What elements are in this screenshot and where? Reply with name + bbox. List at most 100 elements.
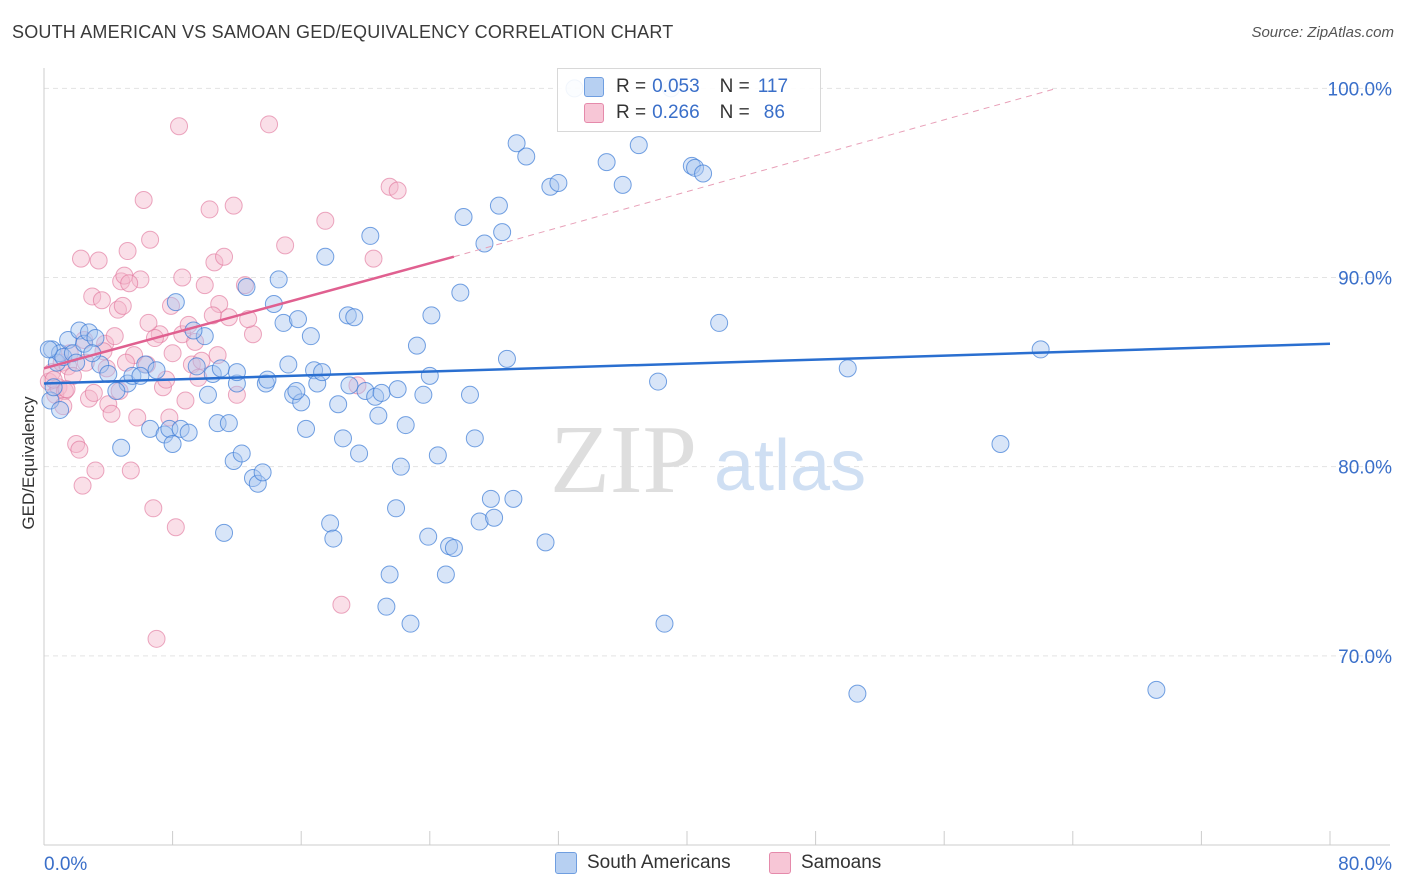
south-americans-point [292, 393, 311, 412]
legend-row-samoans: R = 0.266 N = 86 [584, 100, 785, 126]
legend-swatch-blue [555, 852, 577, 874]
watermark-zip: ZIP [550, 406, 697, 514]
south-americans-point [460, 385, 479, 404]
south-americans-point [517, 147, 536, 166]
south-americans-point [321, 514, 340, 533]
stats-legend: R = 0.053 N = 117 R = 0.266 N = 86 [557, 68, 821, 132]
samoans-point [116, 353, 135, 372]
south-americans-point [211, 359, 230, 378]
south-americans-point [597, 153, 616, 172]
south-americans-point [401, 614, 420, 633]
south-americans-point [465, 429, 484, 448]
south-americans-point [345, 308, 364, 327]
samoans-point [163, 344, 182, 363]
samoans-point [364, 249, 383, 268]
south-americans-point [350, 444, 369, 463]
south-americans-point [444, 539, 463, 558]
samoans-point [186, 332, 205, 351]
south-americans-point [187, 357, 206, 376]
samoans-point [92, 291, 111, 310]
samoans-point [84, 383, 103, 402]
samoans-point [83, 287, 102, 306]
legend-r-label: R = [616, 76, 647, 97]
legend-row-south-americans: R = 0.053 N = 117 [584, 74, 789, 100]
south-americans-point [107, 382, 126, 401]
south-americans-point [377, 597, 396, 616]
south-americans-point [44, 378, 63, 397]
south-americans-point [369, 406, 388, 425]
south-americans-point [380, 565, 399, 584]
south-americans-point [287, 382, 306, 401]
y-axis-label: GED/Equivalency [19, 396, 38, 530]
legend-r-value: 0.053 [652, 76, 700, 97]
samoans-point [102, 404, 121, 423]
south-americans-point [504, 489, 523, 508]
south-americans-point [613, 175, 632, 194]
samoans-point [195, 276, 214, 295]
south-americans-point [301, 327, 320, 346]
south-americans-point [1031, 340, 1050, 359]
south-americans-point [356, 382, 375, 401]
south-americans-point [41, 391, 60, 410]
samoans-point [170, 117, 189, 136]
south-americans-point [536, 533, 555, 552]
south-americans-point [340, 376, 359, 395]
samoans-point [388, 181, 407, 200]
south-americans-point [489, 196, 508, 215]
south-americans-point [391, 457, 410, 476]
samoans-point [73, 476, 92, 495]
legend-swatch-blue [584, 77, 604, 97]
south-americans-point [215, 523, 234, 542]
south-americans-point [493, 223, 512, 242]
samoans-point [192, 351, 211, 370]
south-americans-point [361, 226, 380, 245]
south-americans-point [694, 164, 713, 183]
south-americans-point [407, 336, 426, 355]
south-americans-point [274, 313, 293, 332]
south-americans-point [470, 512, 489, 531]
south-americans-point [248, 474, 267, 493]
samoans-point [71, 249, 90, 268]
samoans-point [173, 268, 192, 287]
legend-item-samoans[interactable]: Samoans [769, 852, 881, 874]
chart-title: SOUTH AMERICAN VS SAMOAN GED/EQUIVALENCY… [12, 22, 674, 42]
south-americans-point [848, 684, 867, 703]
samoans-point [210, 295, 229, 314]
south-americans-point [39, 340, 58, 359]
legend-r-value: 0.266 [652, 102, 700, 123]
south-americans-point [324, 529, 343, 548]
samoans-point [128, 408, 147, 427]
samoans-point [208, 346, 227, 365]
south-americans-point [396, 416, 415, 435]
samoans-point [200, 200, 219, 219]
watermark-atlas: atlas [714, 426, 866, 506]
samoans-point [215, 247, 234, 266]
south-americans-point [475, 234, 494, 253]
samoans-trend-extension [453, 87, 1057, 258]
south-americans-point [481, 489, 500, 508]
samoans-trend-line [43, 255, 455, 370]
samoans-point [243, 325, 262, 344]
south-americans-point [258, 370, 277, 389]
samoans-point [224, 196, 243, 215]
samoans-point [99, 395, 118, 414]
south-americans-point [232, 444, 251, 463]
south-americans-point [195, 327, 214, 346]
south-americans-point [387, 499, 406, 518]
legend-label-samoans: Samoans [801, 852, 882, 873]
south-americans-point [279, 355, 298, 374]
south-americans-point [454, 208, 473, 226]
south-americans-point [497, 349, 516, 368]
samoans-point [105, 327, 124, 346]
samoans-point [131, 270, 150, 289]
south-americans-points [39, 79, 1166, 703]
legend-item-south-americans[interactable]: South Americans [555, 852, 731, 874]
legend-n-value: 117 [757, 76, 789, 97]
legend-swatch-pink [584, 103, 604, 123]
south-americans-point [838, 359, 857, 378]
south-americans-point [428, 446, 447, 465]
south-americans-point [420, 366, 439, 385]
samoans-point [205, 253, 224, 272]
south-americans-point [419, 527, 438, 546]
